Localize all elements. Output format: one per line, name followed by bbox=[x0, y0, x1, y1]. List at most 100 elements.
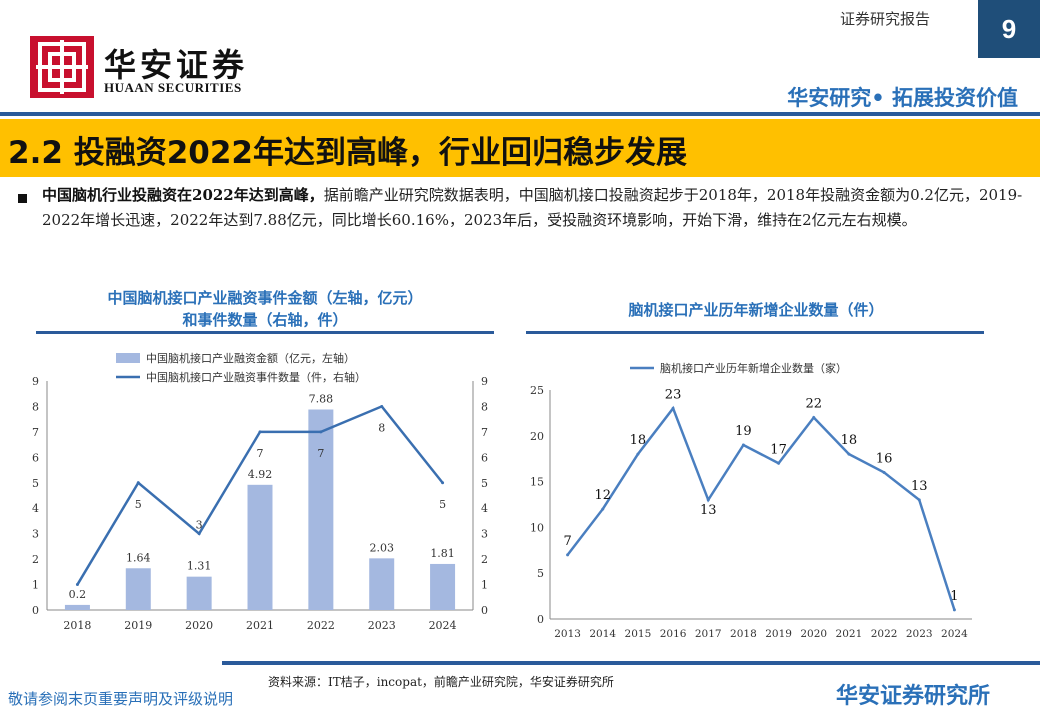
data-label: 17 bbox=[770, 442, 787, 457]
y-tick-left: 1 bbox=[32, 579, 39, 592]
section-title-bar bbox=[0, 119, 1040, 177]
footer-divider bbox=[222, 661, 1040, 665]
x-tick-label: 2018 bbox=[63, 619, 91, 632]
line-point bbox=[952, 608, 956, 612]
y-tick-left: 7 bbox=[32, 426, 39, 439]
x-tick-label: 2023 bbox=[906, 628, 933, 640]
bar bbox=[186, 576, 212, 610]
x-tick-label: 2023 bbox=[368, 619, 396, 632]
bullet-square-icon bbox=[18, 194, 27, 203]
y-tick-right: 5 bbox=[481, 477, 488, 490]
y-tick-right: 3 bbox=[481, 528, 488, 541]
y-tick-label: 25 bbox=[530, 384, 544, 397]
chart2-title-divider bbox=[526, 331, 984, 334]
line-point bbox=[741, 443, 745, 447]
data-label: 12 bbox=[594, 488, 611, 503]
bar-value-label: 7.88 bbox=[309, 392, 334, 405]
data-label: 16 bbox=[876, 451, 893, 466]
data-label: 19 bbox=[735, 424, 752, 439]
chart1-bar-line-combo: 中国脑机接口产业融资金额（亿元，左轴） 中国脑机接口产业融资事件数量（件，右轴） 0… bbox=[32, 351, 488, 632]
bar-value-label: 1.81 bbox=[430, 547, 455, 560]
x-tick-label: 2020 bbox=[800, 628, 827, 640]
logo-subtext: HUAAN SECURITIES bbox=[104, 80, 242, 95]
y-tick-left: 4 bbox=[32, 502, 39, 515]
y-tick-left: 0 bbox=[32, 604, 39, 617]
x-tick-label: 2018 bbox=[730, 628, 757, 640]
line-value-label: 7 bbox=[317, 447, 324, 460]
line-point bbox=[777, 461, 781, 465]
y-tick-label: 10 bbox=[530, 521, 544, 534]
data-label: 23 bbox=[665, 387, 682, 402]
x-tick-label: 2020 bbox=[185, 619, 213, 632]
line-value-label: 5 bbox=[135, 498, 142, 511]
y-tick-right: 6 bbox=[481, 451, 488, 464]
line-point bbox=[258, 430, 262, 434]
y-tick-left: 5 bbox=[32, 477, 39, 490]
x-tick-label: 2022 bbox=[871, 628, 898, 640]
data-label: 13 bbox=[700, 503, 717, 518]
line-point bbox=[319, 430, 323, 434]
data-label: 18 bbox=[841, 433, 858, 448]
bar bbox=[430, 563, 456, 610]
disclaimer-link[interactable]: 敬请参阅末页重要声明及评级说明 bbox=[8, 690, 234, 708]
x-tick-label: 2021 bbox=[836, 628, 863, 640]
logo-seal-icon bbox=[30, 36, 94, 98]
chart1-title: 中国脑机接口产业融资事件金额（左轴，亿元） 和事件数量（右轴，件） bbox=[40, 287, 490, 331]
line-point bbox=[847, 452, 851, 456]
y-tick-label: 15 bbox=[530, 476, 544, 489]
y-tick-right: 2 bbox=[481, 553, 488, 566]
data-label: 22 bbox=[805, 396, 822, 411]
line-point bbox=[197, 532, 201, 536]
x-tick-label: 2013 bbox=[554, 628, 581, 640]
y-tick-label: 0 bbox=[537, 613, 544, 626]
legend-swatch-funding bbox=[116, 353, 140, 363]
y-tick-right: 7 bbox=[481, 426, 488, 439]
header-divider bbox=[0, 112, 1040, 116]
legend-label-events: 中国脑机接口产业融资事件数量（件，右轴） bbox=[146, 370, 366, 384]
x-tick-label: 2022 bbox=[307, 619, 335, 632]
bar bbox=[247, 484, 273, 610]
x-tick-label: 2019 bbox=[124, 619, 152, 632]
companies-line bbox=[566, 405, 956, 611]
data-label: 1 bbox=[950, 589, 958, 604]
line-point bbox=[75, 583, 79, 587]
logo-text: 华安证券 bbox=[104, 46, 249, 84]
line-point bbox=[136, 481, 140, 485]
body-paragraph: 中国脑机行业投融资在2022年达到高峰，据前瞻产业研究院数据表明，中国脑机接口投… bbox=[42, 183, 1032, 233]
bar-value-label: 0.2 bbox=[69, 588, 87, 601]
logo-mark bbox=[30, 36, 94, 98]
line-value-label: 8 bbox=[378, 421, 385, 434]
x-tick-label: 2017 bbox=[695, 628, 722, 640]
x-tick-label: 2014 bbox=[589, 628, 616, 640]
bar-value-label: 1.31 bbox=[187, 560, 212, 573]
bar-value-label: 4.92 bbox=[248, 468, 273, 481]
y-tick-right: 4 bbox=[481, 502, 488, 515]
bar-value-label: 2.03 bbox=[369, 541, 394, 554]
y-tick-right: 8 bbox=[481, 400, 488, 413]
line-point bbox=[441, 481, 445, 485]
y-tick-right: 1 bbox=[481, 579, 488, 592]
y-tick-right: 9 bbox=[481, 375, 488, 388]
y-tick-right: 0 bbox=[481, 604, 488, 617]
bar-value-label: 1.64 bbox=[126, 551, 151, 564]
chart2-line-chart: 脑机接口产业历年新增企业数量（家） 0 5 10 15 20 25 2013 2014 2015 2… bbox=[530, 361, 972, 640]
line-point bbox=[601, 507, 605, 511]
chart1-title-divider bbox=[36, 331, 494, 334]
slogan: 华安研究• 拓展投资价值 bbox=[787, 86, 1018, 110]
paragraph-lead: 中国脑机行业投融资在2022年达到高峰， bbox=[42, 186, 324, 204]
line-point bbox=[671, 406, 675, 410]
y-tick-left: 2 bbox=[32, 553, 39, 566]
y-tick-left: 3 bbox=[32, 528, 39, 541]
x-tick-label: 2015 bbox=[625, 628, 652, 640]
line-value-label: 7 bbox=[257, 447, 264, 460]
footer-brand: 华安证券研究所 bbox=[836, 684, 991, 709]
y-tick-left: 6 bbox=[32, 451, 39, 464]
x-tick-label: 2019 bbox=[765, 628, 792, 640]
y-tick-left: 9 bbox=[32, 375, 39, 388]
legend-label-companies: 脑机接口产业历年新增企业数量（家） bbox=[660, 361, 847, 375]
legend-label-funding: 中国脑机接口产业融资金额（亿元，左轴） bbox=[146, 351, 355, 365]
line-value-label: 3 bbox=[196, 519, 203, 532]
x-tick-label: 2016 bbox=[660, 628, 687, 640]
x-tick-label: 2024 bbox=[429, 619, 457, 632]
line-point bbox=[812, 415, 816, 419]
